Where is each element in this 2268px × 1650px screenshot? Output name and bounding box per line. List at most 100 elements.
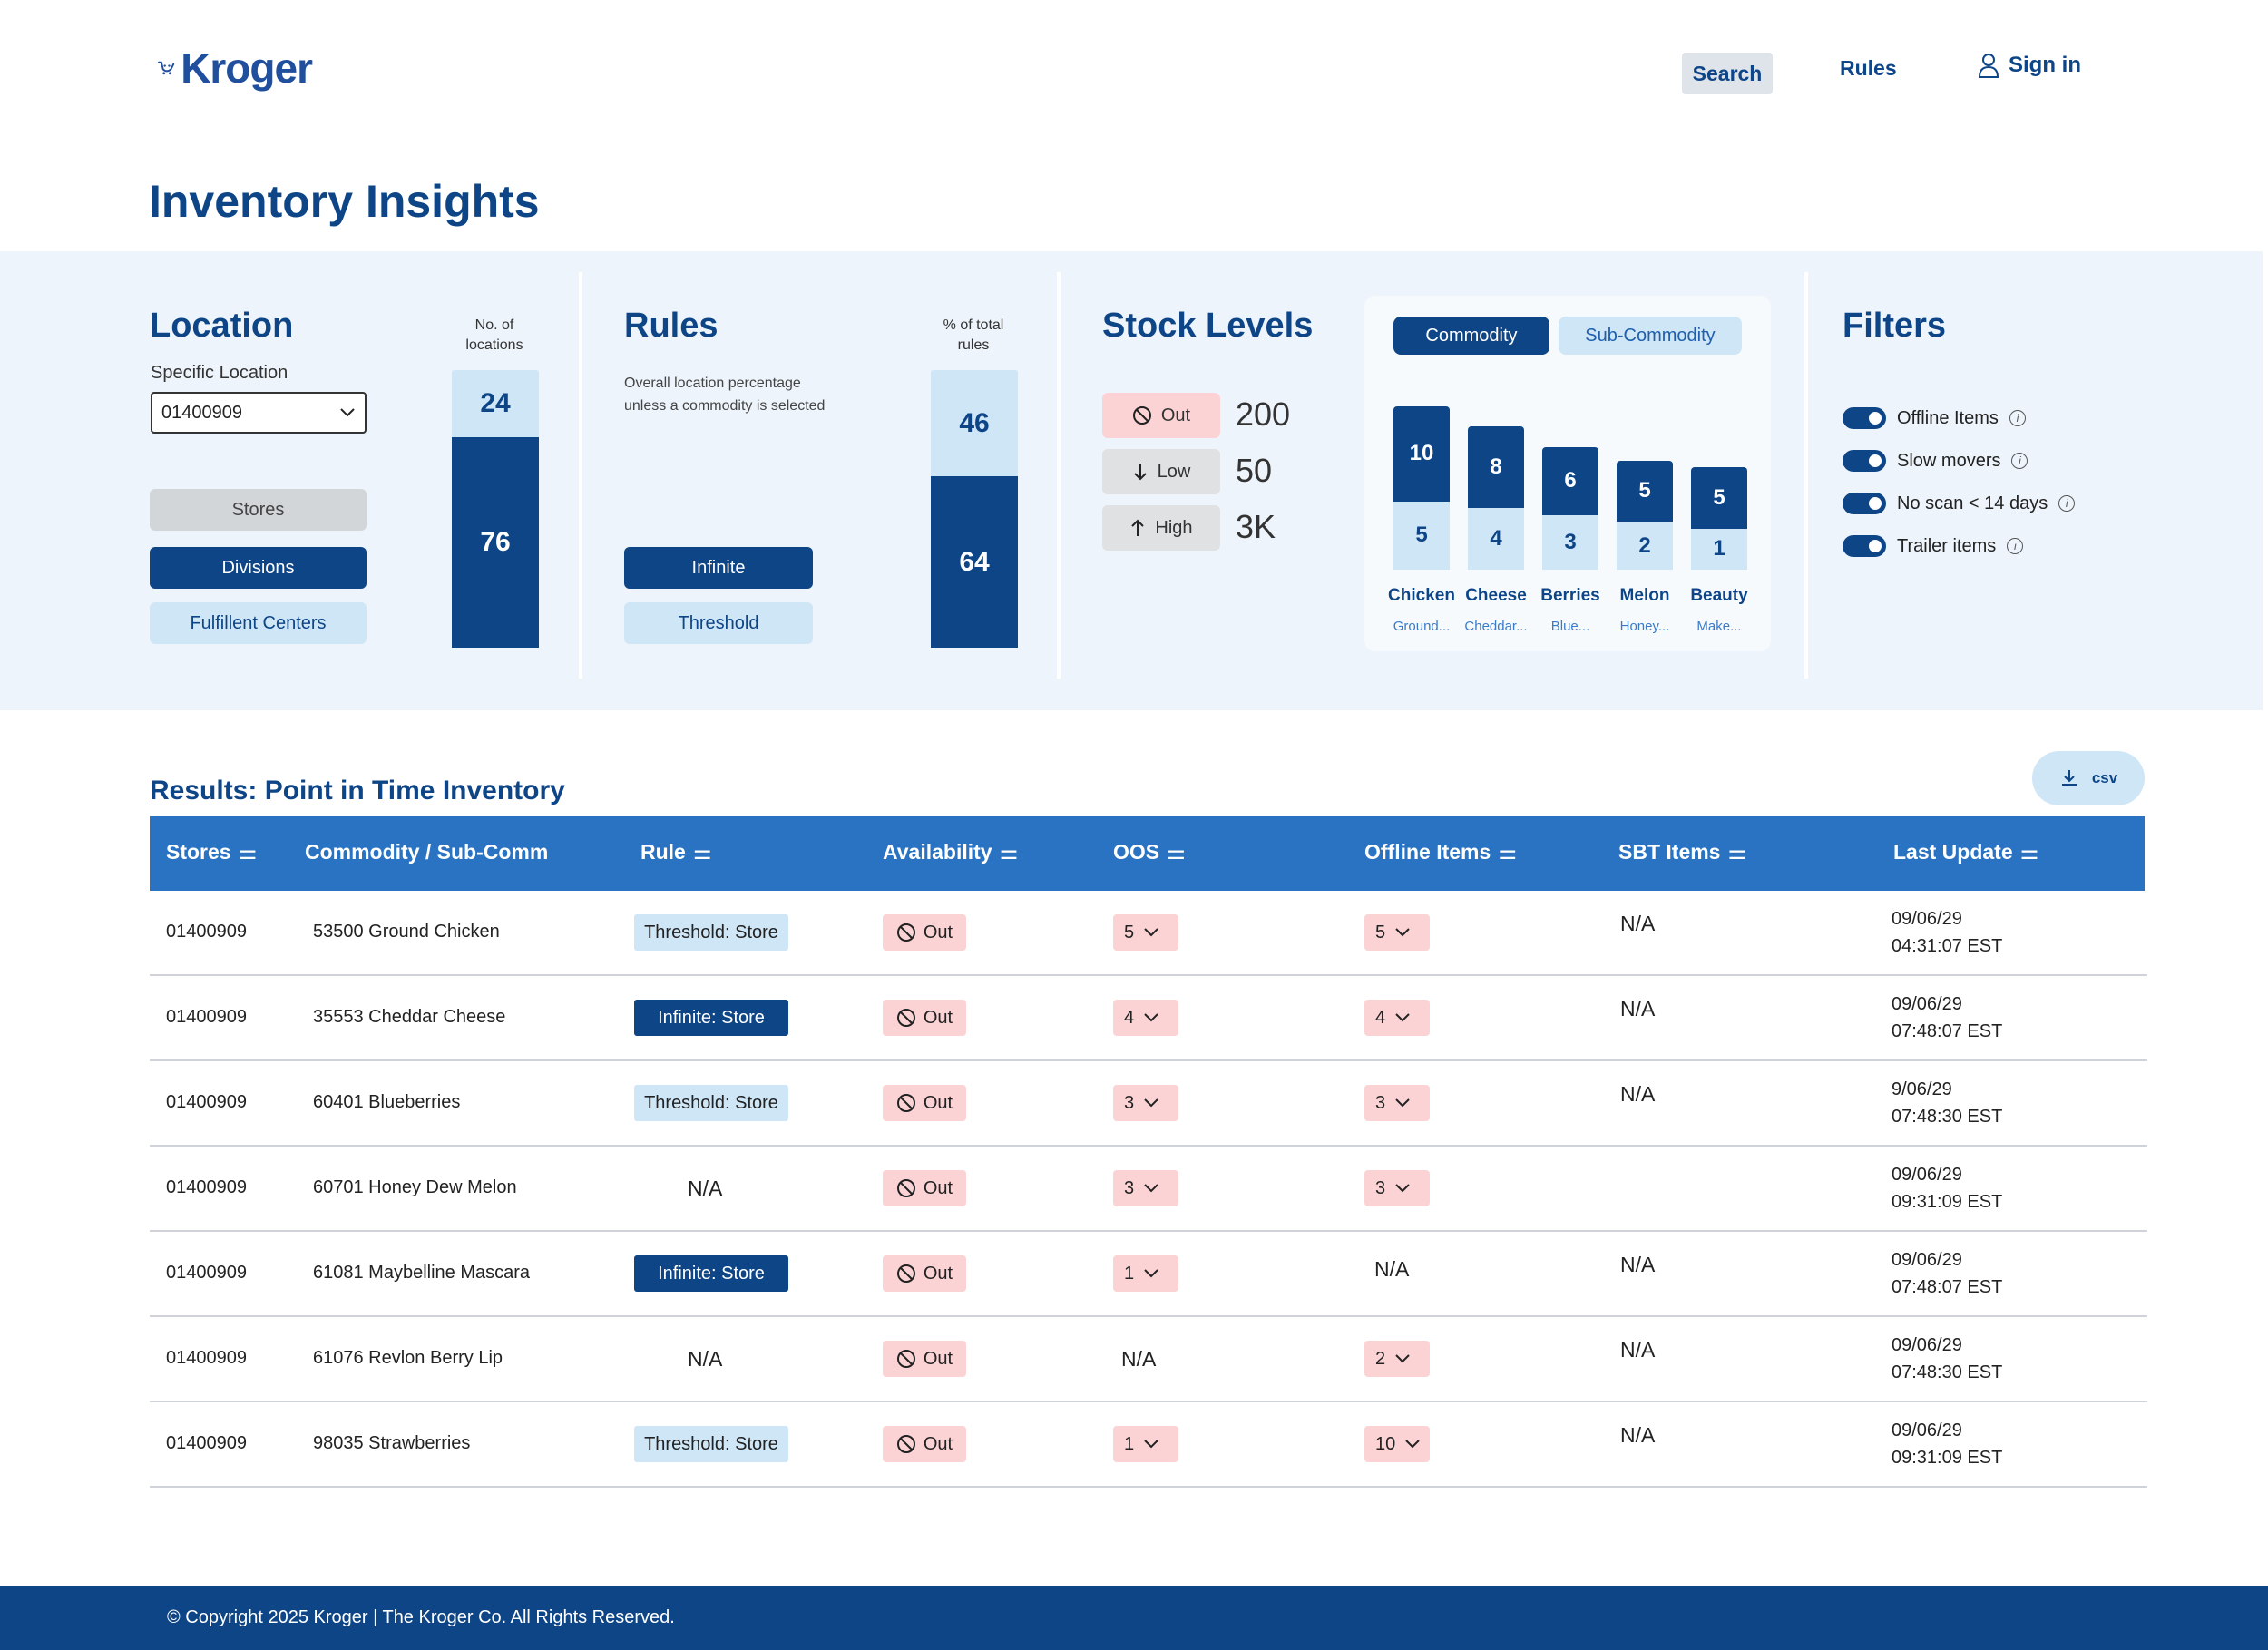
commodity-name: 53500 Ground Chicken: [313, 922, 500, 942]
nav-rules[interactable]: Rules: [1840, 56, 1897, 80]
table-row[interactable]: 01400909 61076 Revlon Berry Lip N/A Out N/A 2…: [150, 1317, 2147, 1402]
chart-subcategory-label: Make...: [1696, 619, 1742, 634]
filter-slow-movers[interactable]: Slow movers i: [1843, 450, 2028, 472]
availability-label: Out: [923, 1177, 953, 1198]
stock-low-label: Low: [1157, 461, 1191, 482]
commodity-name: 60401 Blueberries: [313, 1092, 461, 1112]
divisions-button[interactable]: Divisions: [150, 547, 367, 589]
oos-dropdown[interactable]: 4: [1113, 1000, 1178, 1036]
col-last-update[interactable]: Last Update ⚌: [1893, 840, 2038, 864]
ban-icon: [896, 1094, 915, 1112]
filter-label: Slow movers: [1897, 450, 2001, 471]
availability-badge: Out: [883, 1341, 966, 1377]
col-availability[interactable]: Availability ⚌: [883, 840, 1018, 864]
offline-dropdown[interactable]: 3: [1364, 1085, 1430, 1121]
ban-icon: [896, 1350, 915, 1368]
col-oos[interactable]: OOS ⚌: [1113, 840, 1186, 864]
table-row[interactable]: 01400909 53500 Ground Chicken Threshold: S…: [150, 891, 2147, 976]
rule-badge[interactable]: Infinite: Store: [634, 1000, 788, 1036]
filter-offline-items[interactable]: Offline Items i: [1843, 407, 2026, 429]
info-icon[interactable]: i: [2011, 453, 2028, 469]
info-icon[interactable]: i: [2058, 495, 2076, 512]
sign-in-link[interactable]: Sign in: [1978, 53, 2081, 78]
csv-download-button[interactable]: csv: [2032, 751, 2145, 805]
rule-badge[interactable]: Infinite: Store: [634, 1255, 788, 1292]
stock-high-pill[interactable]: High: [1102, 505, 1220, 551]
offline-dropdown[interactable]: 4: [1364, 1000, 1430, 1036]
col-label: SBT Items: [1618, 840, 1721, 864]
label-line: rules: [957, 337, 990, 353]
col-label: Last Update: [1893, 840, 2013, 864]
tab-subcommodity[interactable]: Sub-Commodity: [1559, 317, 1742, 355]
chevron-down-icon: [1395, 1098, 1410, 1108]
rule-badge[interactable]: Threshold: Store: [634, 914, 788, 951]
col-commodity[interactable]: Commodity / Sub-Comm: [305, 840, 548, 864]
rule-badge[interactable]: Threshold: Store: [634, 1085, 788, 1121]
oos-dropdown[interactable]: 5: [1113, 914, 1178, 951]
info-icon[interactable]: i: [2009, 410, 2026, 426]
chart-subcategory-label: Cheddar...: [1464, 619, 1528, 634]
oos-dropdown[interactable]: 1: [1113, 1255, 1178, 1292]
chevron-down-icon: [340, 408, 355, 417]
stock-low-pill[interactable]: Low: [1102, 449, 1220, 494]
table-row[interactable]: 01400909 35553 Cheddar Cheese Infinite: St…: [150, 976, 2147, 1061]
col-rule[interactable]: Rule ⚌: [640, 840, 711, 864]
rules-bar-bottom: 64: [931, 476, 1018, 648]
tab-commodity[interactable]: Commodity: [1393, 317, 1549, 355]
stores-button[interactable]: Stores: [150, 489, 367, 531]
oos-dropdown[interactable]: 3: [1113, 1170, 1178, 1206]
cart-smile-icon: [158, 61, 175, 75]
toggle-switch[interactable]: [1843, 493, 1886, 514]
chart-subcategory-label: Ground...: [1393, 619, 1451, 634]
last-update: 09/06/29 07:48:07 EST: [1892, 991, 2002, 1045]
nav-search[interactable]: Search: [1682, 53, 1773, 94]
offline-dropdown[interactable]: 5: [1364, 914, 1430, 951]
col-stores[interactable]: Stores ⚌: [166, 840, 257, 864]
toggle-switch[interactable]: [1843, 535, 1886, 557]
location-select[interactable]: 01400909: [151, 392, 367, 434]
table-row[interactable]: 01400909 60701 Honey Dew Melon N/A Out 3 3 09/…: [150, 1147, 2147, 1232]
filter-no-scan[interactable]: No scan < 14 days i: [1843, 493, 2076, 514]
availability-badge: Out: [883, 1255, 966, 1292]
col-offline-items[interactable]: Offline Items ⚌: [1364, 840, 1517, 864]
toggle-switch[interactable]: [1843, 450, 1886, 472]
rules-chart-label: % of total rules: [928, 316, 1019, 356]
stock-out-pill[interactable]: Out: [1102, 393, 1220, 438]
table-row[interactable]: 01400909 98035 Strawberries Threshold: Sto…: [150, 1402, 2147, 1488]
oos-value: 5: [1124, 922, 1135, 942]
oos-dropdown[interactable]: 1: [1113, 1426, 1178, 1462]
filter-label: Offline Items: [1897, 407, 1999, 428]
offline-value: 3: [1375, 1092, 1386, 1113]
locations-chart-label: No. of locations: [449, 316, 540, 356]
col-label: Availability: [883, 840, 992, 864]
sliders-icon: ⚌: [999, 840, 1019, 864]
info-icon[interactable]: i: [2007, 538, 2024, 554]
user-icon: [1978, 54, 1999, 78]
table-row[interactable]: 01400909 60401 Blueberries Threshold: Stor…: [150, 1061, 2147, 1147]
offline-value: 4: [1375, 1007, 1386, 1028]
toggle-switch[interactable]: [1843, 407, 1886, 429]
offline-dropdown[interactable]: 10: [1364, 1426, 1431, 1462]
col-label: Commodity / Sub-Comm: [305, 840, 549, 864]
stock-levels-title: Stock Levels: [1102, 307, 1314, 345]
locations-bar-top: 24: [452, 370, 539, 437]
specific-location-label: Specific Location: [151, 363, 288, 383]
filter-trailer-items[interactable]: Trailer items i: [1843, 535, 2024, 557]
table-row[interactable]: 01400909 61081 Maybelline Mascara Infinite…: [150, 1232, 2147, 1317]
infinite-button[interactable]: Infinite: [624, 547, 813, 589]
label-line: locations: [465, 337, 523, 353]
kroger-logo[interactable]: Kroger: [158, 38, 313, 98]
offline-dropdown[interactable]: 2: [1364, 1341, 1430, 1377]
rule-badge[interactable]: Threshold: Store: [634, 1426, 788, 1462]
col-sbt-items[interactable]: SBT Items ⚌: [1618, 840, 1746, 864]
offline-dropdown[interactable]: 3: [1364, 1170, 1430, 1206]
oos-dropdown[interactable]: 3: [1113, 1085, 1178, 1121]
results-title: Results: Point in Time Inventory: [150, 776, 565, 805]
fulfillment-centers-button[interactable]: Fulfillent Centers: [150, 602, 367, 644]
threshold-button[interactable]: Threshold: [624, 602, 813, 644]
chart-bar-chicken[interactable]: 10 5: [1393, 405, 1450, 570]
